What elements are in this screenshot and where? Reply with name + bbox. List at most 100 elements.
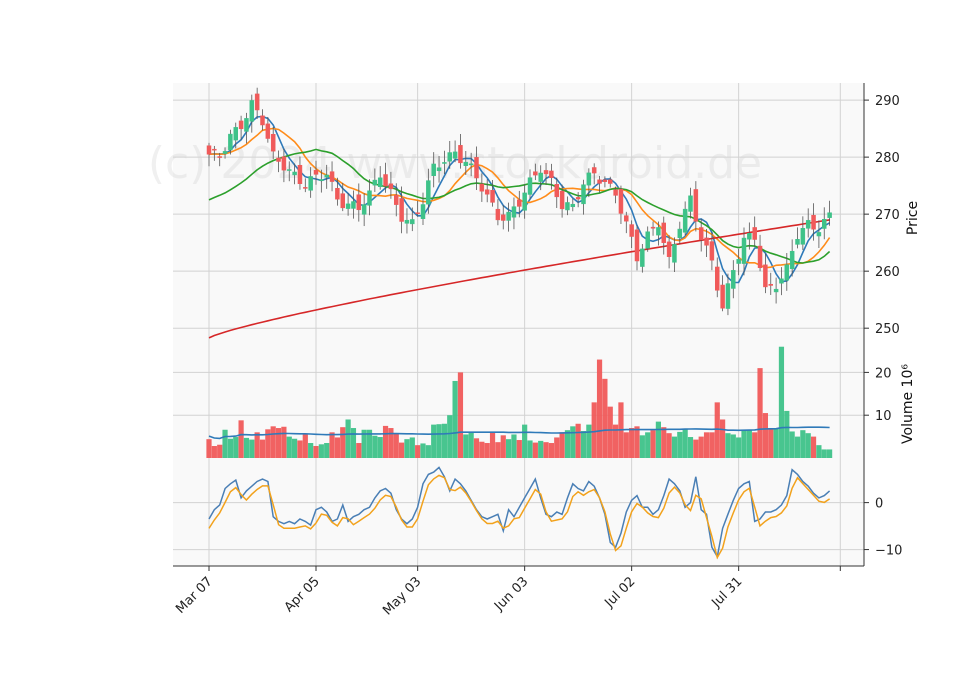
volume-bar [693,439,699,458]
volume-bar [468,432,474,458]
candle-body [693,189,699,222]
volume-bar [596,359,603,458]
candle-body [768,283,773,286]
candle-body [324,174,329,178]
candle-body [265,123,271,139]
candle-body [511,206,517,218]
volume-bar [714,402,720,458]
volume-bar [570,426,576,458]
candle-body [549,170,554,178]
volume-bar [425,445,431,458]
candle-body [602,179,608,182]
volume-ma-line [208,426,830,440]
volume-bar [457,372,464,458]
volume-bar [730,434,736,458]
volume-bar [227,438,233,458]
volume-bar [671,436,678,458]
x-tick-label: Jul 31 [708,574,745,611]
volume-bar [741,430,747,458]
volume-bar [275,428,282,458]
volume-tick-label: 10 [875,409,892,424]
volume-bar [388,428,394,458]
volume-bar [800,430,806,458]
candle-body [629,224,634,237]
volume-bar [233,437,239,458]
candle-body [238,120,244,130]
volume-bar [725,433,731,458]
chart-panels [173,83,864,566]
volume-bar [623,432,629,458]
volume-bar [762,413,768,458]
candle-body [715,266,720,291]
candle-body [479,183,485,192]
volume-bar [340,427,346,458]
volume-bar [377,437,383,458]
oscillator-tick-label: 0 [875,497,883,512]
volume-bar [666,433,672,458]
oscillator-lines [208,466,831,560]
volume-bar [431,424,437,458]
x-tick-label: Apr 05 [282,574,323,615]
x-tick-label: Jul 02 [601,574,638,611]
candle-body [688,195,693,212]
volume-bar [286,436,292,458]
candle-body [228,133,233,151]
volume-bar [810,436,817,458]
volume-bar [768,428,774,458]
candle-body [597,179,602,184]
candle-body [784,264,790,281]
volume-bar [602,378,608,458]
volume-bar [554,437,560,458]
volume-bar [372,435,378,458]
candle-body [645,231,650,249]
candle-body [634,229,640,262]
candle-body [559,190,565,210]
candle-body [747,233,752,240]
candle-body [682,208,688,233]
candle-body [624,215,629,222]
candle-body [698,227,704,240]
candle-body [367,190,372,206]
candle-body [463,161,469,167]
candle-body [795,239,800,245]
volume-bar [784,410,790,458]
volume-bar [827,449,833,458]
candle-body [383,174,388,187]
volume-bar [677,431,683,458]
volume-bar [720,419,726,458]
candle-body [319,179,324,181]
volume-bar [270,426,276,458]
volume-bar [297,440,303,458]
candle-body [468,163,474,166]
volume-bar [752,432,758,458]
volume-bar [687,437,694,458]
candle-body [640,248,645,267]
candle-body [538,172,543,182]
candle-body [811,214,816,230]
volume-average-line [208,426,830,440]
candle-body [650,226,656,229]
volume-bar [682,429,688,458]
candle-body [591,167,597,174]
volume-bar [778,346,785,458]
candle-body [431,163,436,177]
candle-body [741,237,747,264]
candle-body [308,176,313,191]
volume-bar [821,449,827,458]
price-tick-label: 260 [875,265,900,280]
volume-bar [773,428,779,458]
volume-bar [409,437,415,458]
ma-slow-line [208,148,831,264]
candle-body [586,172,592,186]
volume-bar [580,431,587,458]
candle-body [581,184,586,205]
candle-body [447,152,452,162]
candle-body [287,169,292,171]
volume-bar [586,424,592,458]
candle-body [736,259,741,264]
oscillator-tick-label: −10 [875,544,902,559]
volume-bar [447,415,453,458]
candle-body [816,232,822,237]
candle-body [805,220,811,229]
candle-body [522,192,527,211]
